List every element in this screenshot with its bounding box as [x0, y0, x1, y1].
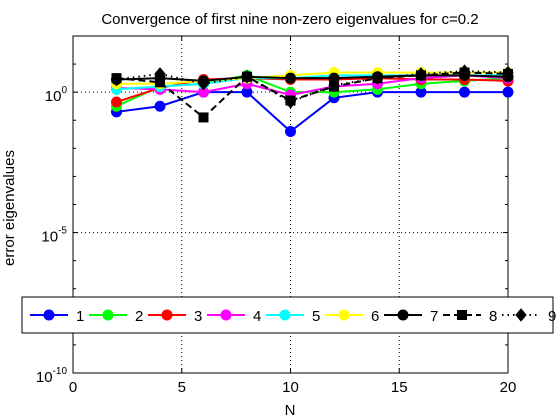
y-tick-label: 100: [45, 85, 68, 105]
data-point: [328, 78, 340, 92]
legend-item: 2: [89, 308, 143, 325]
series-line: [116, 71, 508, 85]
y-tick-label: 10-10: [36, 366, 68, 386]
data-point: [197, 76, 210, 91]
legend-label: 9: [548, 308, 556, 325]
x-tick-label: 15: [391, 379, 408, 396]
legend-label: 6: [371, 308, 379, 325]
data-point: [459, 86, 470, 98]
legend-item: 4: [207, 308, 261, 325]
legend-marker: [102, 309, 114, 321]
y-axis-label: error eigenvalues: [1, 150, 18, 266]
legend-marker: [338, 309, 350, 321]
legend-item: 3: [148, 308, 202, 325]
data-point: [285, 72, 296, 84]
legend-label: 3: [194, 308, 202, 325]
data-point: [284, 95, 297, 109]
legend-item: 8: [443, 308, 497, 325]
legend-item: 6: [325, 308, 379, 325]
data-point: [502, 86, 514, 98]
legend-label: 8: [489, 308, 497, 325]
legend-marker: [279, 309, 291, 321]
legend-item: 5: [266, 308, 320, 325]
data-point: [154, 67, 166, 81]
legend: 1 2 3 4 5 6 7 8 9: [21, 296, 556, 334]
data-point: [415, 67, 427, 81]
legend-item: 9: [502, 308, 556, 325]
series-line: [116, 77, 509, 103]
x-tick-label: 0: [69, 379, 77, 396]
x-tick-label: 10: [282, 379, 299, 396]
legend-marker: [220, 309, 232, 321]
y-tick-label: 10-5: [41, 226, 67, 246]
legend-marker: [397, 309, 409, 321]
series-line: [116, 71, 509, 119]
data-point: [111, 96, 122, 108]
data-point: [371, 71, 384, 85]
legend-label: 5: [312, 308, 320, 325]
data-point: [285, 125, 296, 137]
legend-label: 1: [76, 308, 84, 325]
legend-marker: [515, 308, 527, 322]
x-axis-label: N: [285, 402, 296, 419]
series-line: [116, 74, 509, 96]
legend-label: 4: [253, 308, 261, 325]
series-9: [110, 64, 514, 109]
series-line: [116, 70, 509, 104]
chart-title: Convergence of first nine non-zero eigen…: [101, 11, 478, 28]
data-point: [458, 64, 471, 78]
data-point: [154, 100, 166, 112]
legend-marker: [43, 309, 55, 321]
legend-item: 7: [384, 308, 438, 325]
legend-marker: [457, 310, 467, 320]
legend-marker: [161, 309, 173, 321]
legend-item: 1: [30, 308, 84, 325]
x-tick-label: 20: [500, 379, 517, 396]
data-point: [241, 69, 253, 84]
data-point: [110, 72, 123, 87]
data-point: [502, 65, 514, 80]
x-tick-label: 5: [178, 379, 186, 396]
legend-label: 7: [430, 308, 438, 325]
legend-label: 2: [135, 308, 143, 325]
data-point: [198, 112, 209, 123]
